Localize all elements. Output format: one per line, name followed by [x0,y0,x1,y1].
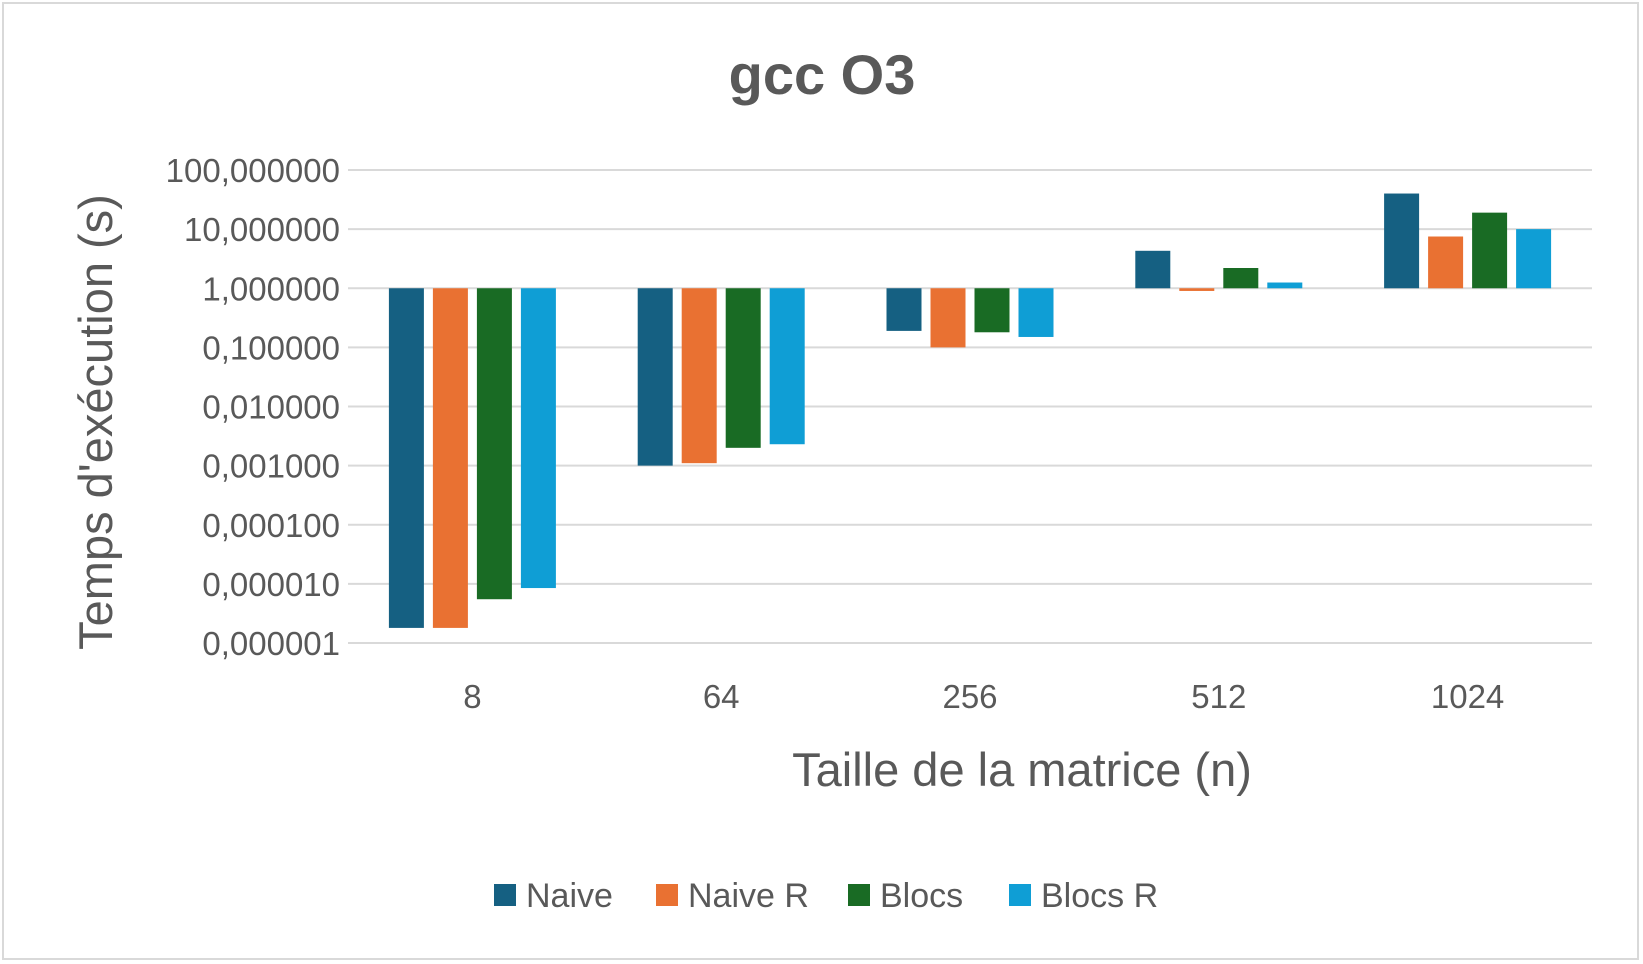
bar-blocs-r-8 [520,288,556,589]
bar-naive-1024 [1384,193,1420,289]
y-tick-label: 0,100000 [202,329,340,366]
bar-naive-r-1024 [1428,236,1464,289]
bar-naive-r-64 [681,288,717,464]
y-tick-label: 0,010000 [202,389,340,426]
legend-swatch [1009,884,1031,906]
y-axis-label: Temps d'exécution (s) [69,194,122,650]
bar-naive-256 [886,288,922,331]
x-tick-label: 8 [463,678,481,715]
y-tick-labels: 100,000000 10,000000 1,000000 0,100000 0,010… [166,152,340,662]
legend-label: Blocs R [1041,877,1158,915]
x-tick-label: 512 [1191,678,1246,715]
x-tick-label: 256 [942,678,997,715]
bar-naive-r-8 [432,288,468,628]
bar-blocs-512 [1223,268,1259,289]
x-axis-label: Taille de la matrice (n) [792,743,1252,796]
chart-title: gcc O3 [729,43,916,106]
gridlines [348,169,1592,644]
bar-naive-r-256 [930,288,966,348]
bar-blocs-r-1024 [1516,229,1552,289]
bar-naive-8 [388,288,424,628]
bar-naive-64 [637,288,673,466]
bar-blocs-r-512 [1267,282,1303,289]
legend-label: Naive R [688,877,809,915]
bar-blocs-256 [974,288,1010,333]
bars [388,193,1552,628]
bar-blocs-1024 [1472,212,1508,289]
bar-blocs-r-256 [1018,288,1054,337]
bar-naive-512 [1135,250,1171,289]
y-tick-label: 0,000010 [202,566,340,603]
y-tick-label: 100,000000 [166,152,340,189]
x-tick-label: 64 [703,678,740,715]
y-tick-label: 0,000001 [202,625,340,662]
y-tick-label: 10,000000 [184,211,340,248]
x-tick-label: 1024 [1431,678,1504,715]
legend: Naive Naive R Blocs Blocs R [494,877,1158,915]
y-tick-label: 1,000000 [202,270,340,307]
bar-naive-r-512 [1179,288,1215,291]
bar-blocs-64 [725,288,761,448]
y-tick-label: 0,000100 [202,507,340,544]
bar-blocs-8 [476,288,512,600]
legend-label: Blocs [880,877,963,915]
legend-swatch [848,884,870,906]
legend-swatch [656,884,678,906]
y-tick-label: 0,001000 [202,448,340,485]
legend-swatch [494,884,516,906]
bar-blocs-r-64 [769,288,805,445]
x-tick-labels: 8 64 256 512 1024 [463,678,1504,715]
legend-label: Naive [526,877,613,915]
